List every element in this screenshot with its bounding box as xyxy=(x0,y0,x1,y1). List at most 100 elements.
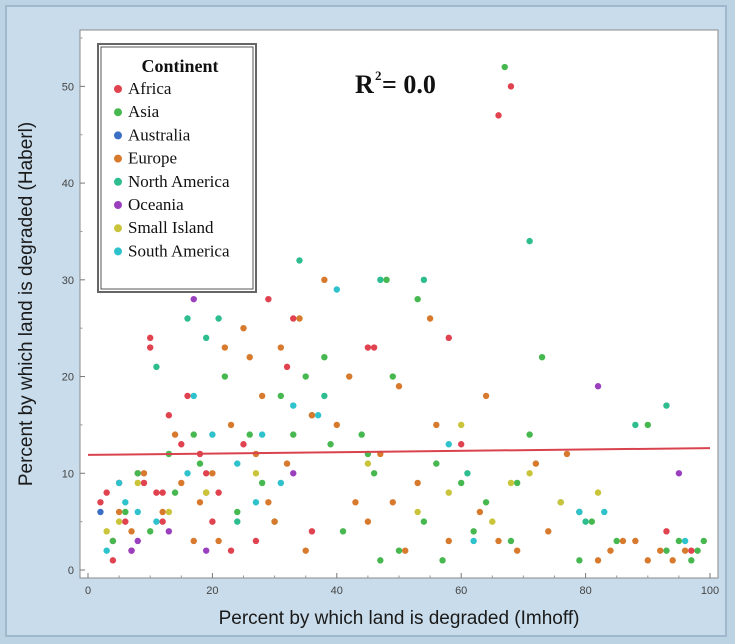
data-point-small-island xyxy=(202,489,210,496)
data-point-europe xyxy=(240,324,247,332)
r-squared-superscript: 2 xyxy=(375,68,382,83)
data-point-oceania xyxy=(190,295,197,303)
r-squared-base: R xyxy=(355,70,374,99)
data-point-europe xyxy=(644,557,651,564)
data-point-asia xyxy=(258,479,266,487)
legend-label: Asia xyxy=(128,102,160,121)
legend-title: Continent xyxy=(141,56,218,76)
data-point-small-island xyxy=(103,528,110,535)
data-point-south-america xyxy=(153,518,160,525)
data-point-south-america xyxy=(290,402,297,409)
data-point-south-america xyxy=(258,431,266,438)
data-point-small-island xyxy=(507,479,515,487)
data-point-north-america xyxy=(632,421,639,429)
legend-box xyxy=(100,46,254,290)
data-point-south-america xyxy=(134,508,141,516)
data-point-africa xyxy=(364,344,372,351)
data-point-asia xyxy=(613,537,620,545)
data-point-asia xyxy=(327,441,334,448)
data-point-asia xyxy=(358,431,365,438)
legend-marker xyxy=(114,201,122,209)
data-point-europe xyxy=(265,499,272,506)
data-point-europe xyxy=(426,315,434,322)
data-point-europe xyxy=(414,479,421,487)
y-axis-title: Percent by which land is degraded (Haber… xyxy=(16,122,37,486)
data-point-europe xyxy=(308,412,316,419)
data-point-africa xyxy=(252,537,260,545)
data-point-europe xyxy=(271,518,278,525)
data-point-africa xyxy=(240,441,247,448)
data-point-small-island xyxy=(364,460,372,467)
data-point-europe xyxy=(283,460,291,467)
data-point-africa xyxy=(147,334,154,342)
data-point-africa xyxy=(147,344,154,351)
y-tick-label: 40 xyxy=(62,178,74,190)
data-point-africa xyxy=(209,518,216,525)
data-point-europe xyxy=(495,537,502,545)
data-point-europe xyxy=(607,547,614,554)
legend-items: Africa Asia Australia Europe North America Oc… xyxy=(114,79,230,260)
data-point-africa xyxy=(663,528,670,535)
x-tick-label: 0 xyxy=(85,585,91,597)
data-point-asia xyxy=(700,537,707,545)
data-point-south-america xyxy=(115,479,123,487)
y-tick-label: 10 xyxy=(62,468,74,480)
data-point-africa xyxy=(507,83,515,90)
data-point-europe xyxy=(128,528,135,535)
data-point-south-america xyxy=(252,499,260,506)
data-point-asia xyxy=(377,557,384,564)
legend-marker xyxy=(114,108,122,117)
data-point-small-island xyxy=(526,470,533,477)
data-point-africa xyxy=(308,528,316,535)
data-point-africa xyxy=(370,344,378,351)
data-point-africa xyxy=(202,470,210,477)
data-point-africa xyxy=(215,489,222,496)
data-point-africa xyxy=(159,518,166,525)
data-point-oceania xyxy=(594,383,602,390)
data-point-africa xyxy=(165,412,173,419)
data-point-australia xyxy=(97,508,104,516)
y-axis: 0 10 20 30 40 50 xyxy=(62,37,85,577)
data-point-small-island xyxy=(445,489,452,496)
data-point-africa xyxy=(458,441,465,448)
data-point-small-island xyxy=(115,518,123,525)
data-point-europe xyxy=(657,547,664,554)
data-point-europe xyxy=(321,276,328,284)
data-point-europe xyxy=(296,315,303,322)
data-point-europe xyxy=(433,421,440,429)
data-point-south-america xyxy=(470,537,477,545)
data-point-oceania xyxy=(128,547,135,554)
data-point-europe xyxy=(681,547,689,554)
data-point-africa xyxy=(227,547,235,554)
y-tick-label: 50 xyxy=(62,81,74,93)
data-point-asia xyxy=(109,537,117,545)
data-point-africa xyxy=(140,479,148,487)
data-point-asia xyxy=(588,518,596,525)
data-point-asia xyxy=(290,431,297,438)
data-point-africa xyxy=(445,334,452,342)
legend-label: North America xyxy=(128,172,230,191)
y-tick-label: 30 xyxy=(62,275,74,287)
data-point-africa xyxy=(290,315,297,322)
x-tick-label: 40 xyxy=(331,585,343,597)
data-point-europe xyxy=(352,499,359,506)
legend-marker xyxy=(114,224,122,233)
data-point-asia xyxy=(190,431,197,438)
data-point-asia xyxy=(501,63,508,71)
data-point-asia xyxy=(221,373,229,380)
data-point-africa xyxy=(283,363,291,371)
data-point-europe xyxy=(246,354,253,361)
data-point-asia xyxy=(339,528,347,535)
data-point-europe xyxy=(115,508,123,516)
legend-label: Oceania xyxy=(128,195,184,214)
data-point-asia xyxy=(389,373,396,380)
data-point-small-island xyxy=(252,470,260,477)
data-point-europe xyxy=(302,547,309,554)
data-point-europe xyxy=(277,344,285,351)
data-point-europe xyxy=(513,547,521,554)
data-point-asia xyxy=(370,470,378,477)
data-point-north-america xyxy=(663,402,670,409)
data-point-oceania xyxy=(290,470,297,477)
data-point-small-island xyxy=(458,421,465,429)
data-point-asia xyxy=(470,528,477,535)
